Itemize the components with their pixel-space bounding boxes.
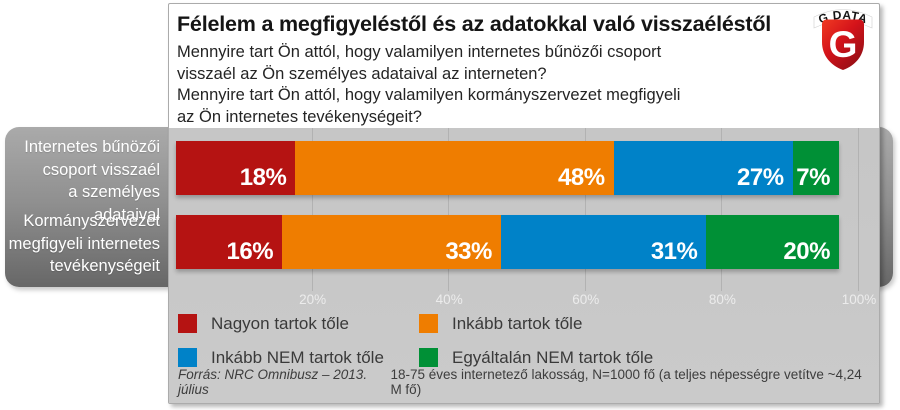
axis-tick-label: 60% [572,292,600,307]
legend-item: Inkább NEM tartok tőle [178,348,419,367]
bar-segment: 18% [176,141,296,195]
bar-segment-value: 18% [239,164,287,191]
category-label: Kormányszervezet megfigyeli internetes tev… [0,210,160,278]
bar-segment-value: 16% [226,238,274,265]
legend-item: Inkább tartok tőle [419,314,653,333]
chart-subtitle-line: Mennyire tart Ön attól, hogy valamilyen … [177,86,681,104]
axis-tick-label: 100% [841,292,877,307]
bar-segment-value: 33% [445,238,492,265]
bar-segment: 27% [613,141,793,195]
stacked-bar: 18% 48% 27% 7% [176,141,839,195]
legend-label: Inkább NEM tartok tőle [211,347,384,367]
category-label-line: Internetes bűnözői [24,138,160,156]
axis-tick-label: 80% [708,292,736,307]
bar-segment-value: 7% [796,164,830,191]
stacked-bar: 16% 33% 31% 20% [176,215,839,269]
legend: Nagyon tartok tőle Inkább tartok tőle Inká… [178,314,653,367]
sample-note: 18-75 éves internetező lakosság, N=1000 … [390,367,862,397]
chart-subtitle-line: visszaél az Ön személyes adataival az in… [177,64,547,83]
chart-subtitle-line: Mennyire tart Ön attól, hogy valamilyen … [177,43,662,61]
bar-segment-value: 48% [558,164,605,191]
legend-swatch [178,314,197,333]
legend-swatch [419,348,438,367]
gdata-logo: G DATA G [812,6,874,74]
legend-label: Inkább tartok tőle [452,313,583,333]
gdata-shield-icon: G DATA G [813,8,873,70]
footer: Forrás: NRC Omnibusz – 2013. július 18-7… [178,367,871,397]
category-label: Internetes bűnözői csoport visszaél a szem… [0,136,160,226]
gridline [858,128,859,291]
bar-segment-value: 31% [650,238,698,265]
axis-tick-label: 20% [299,292,327,307]
legend-item: Nagyon tartok tőle [178,314,419,333]
chart-panel: 20% 40% 60% 80% 100% 18% 48% 27% 7% 16% 33% 31% 20% … [169,128,879,403]
bar-segment: 16% [176,215,283,269]
gridline [311,128,313,291]
bar-segment: 33% [282,215,501,269]
chart-subtitle-line: az Ön internetes tevékenységeit? [177,107,422,126]
bar-segment: 7% [792,141,839,195]
legend-item: Egyáltalán NEM tartok tőle [419,348,653,367]
bar-segment: 48% [295,141,614,195]
bar-segment: 31% [500,215,707,269]
category-label-line: a személyes adataival [68,183,160,224]
legend-swatch [419,314,438,333]
infographic-card: Félelem a megfigyeléstől és az adatokkal… [168,3,880,404]
bar-segment-value: 20% [783,238,830,265]
legend-label: Nagyon tartok tőle [211,313,349,333]
category-label-line: csoport visszaél [42,160,160,179]
chart-title: Félelem a megfigyeléstől és az adatokkal… [177,12,772,36]
category-label-line: tevékenységeit [49,257,160,275]
axis-tick-label: 40% [435,292,463,307]
bar-segment: 20% [706,215,839,269]
source-note: Forrás: NRC Omnibusz – 2013. július [178,367,368,397]
legend-swatch [178,348,197,367]
category-label-line: Kormányszervezet [23,212,160,230]
gridline [721,128,723,291]
legend-label: Egyáltalán NEM tartok tőle [452,347,654,367]
gridline [584,128,586,291]
category-label-line: megfigyeli internetes [8,234,160,253]
bar-segment-value: 27% [737,164,784,191]
card-header: Félelem a megfigyeléstől és az adatokkal… [169,4,879,128]
plot-area: 20% 40% 60% 80% 100% 18% 48% 27% 7% 16% 33% 31% 20% [176,128,876,312]
svg-text:G: G [829,24,858,65]
gridline [448,128,450,291]
